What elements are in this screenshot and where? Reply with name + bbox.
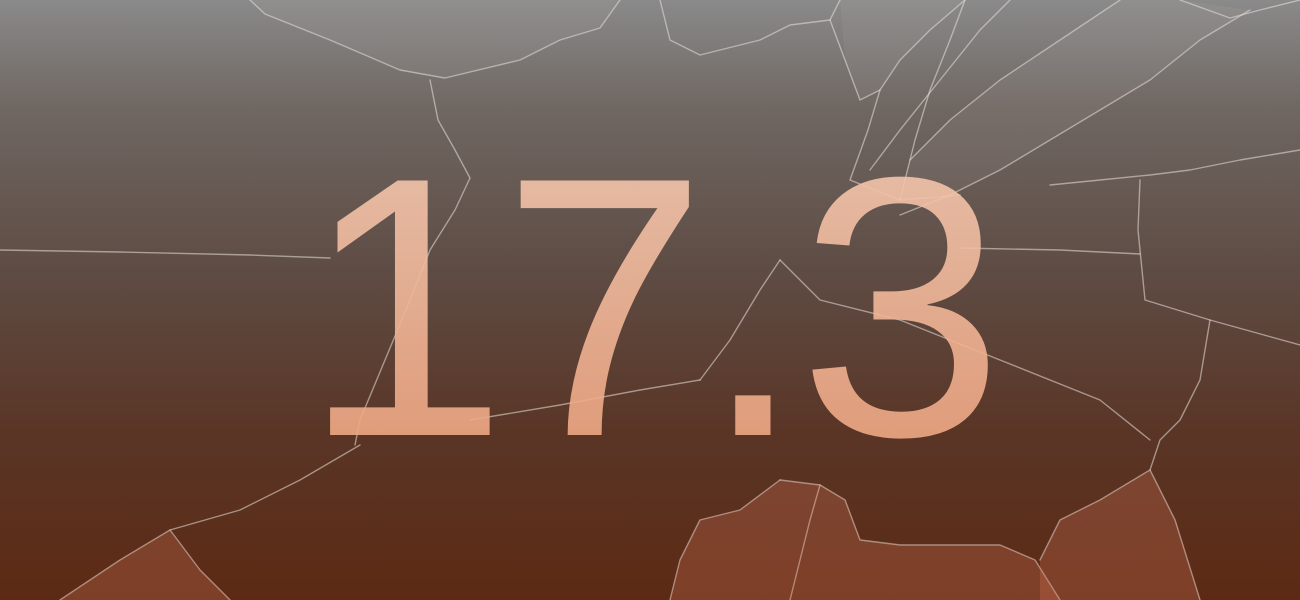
version-number: 17.3 [0,98,1300,518]
